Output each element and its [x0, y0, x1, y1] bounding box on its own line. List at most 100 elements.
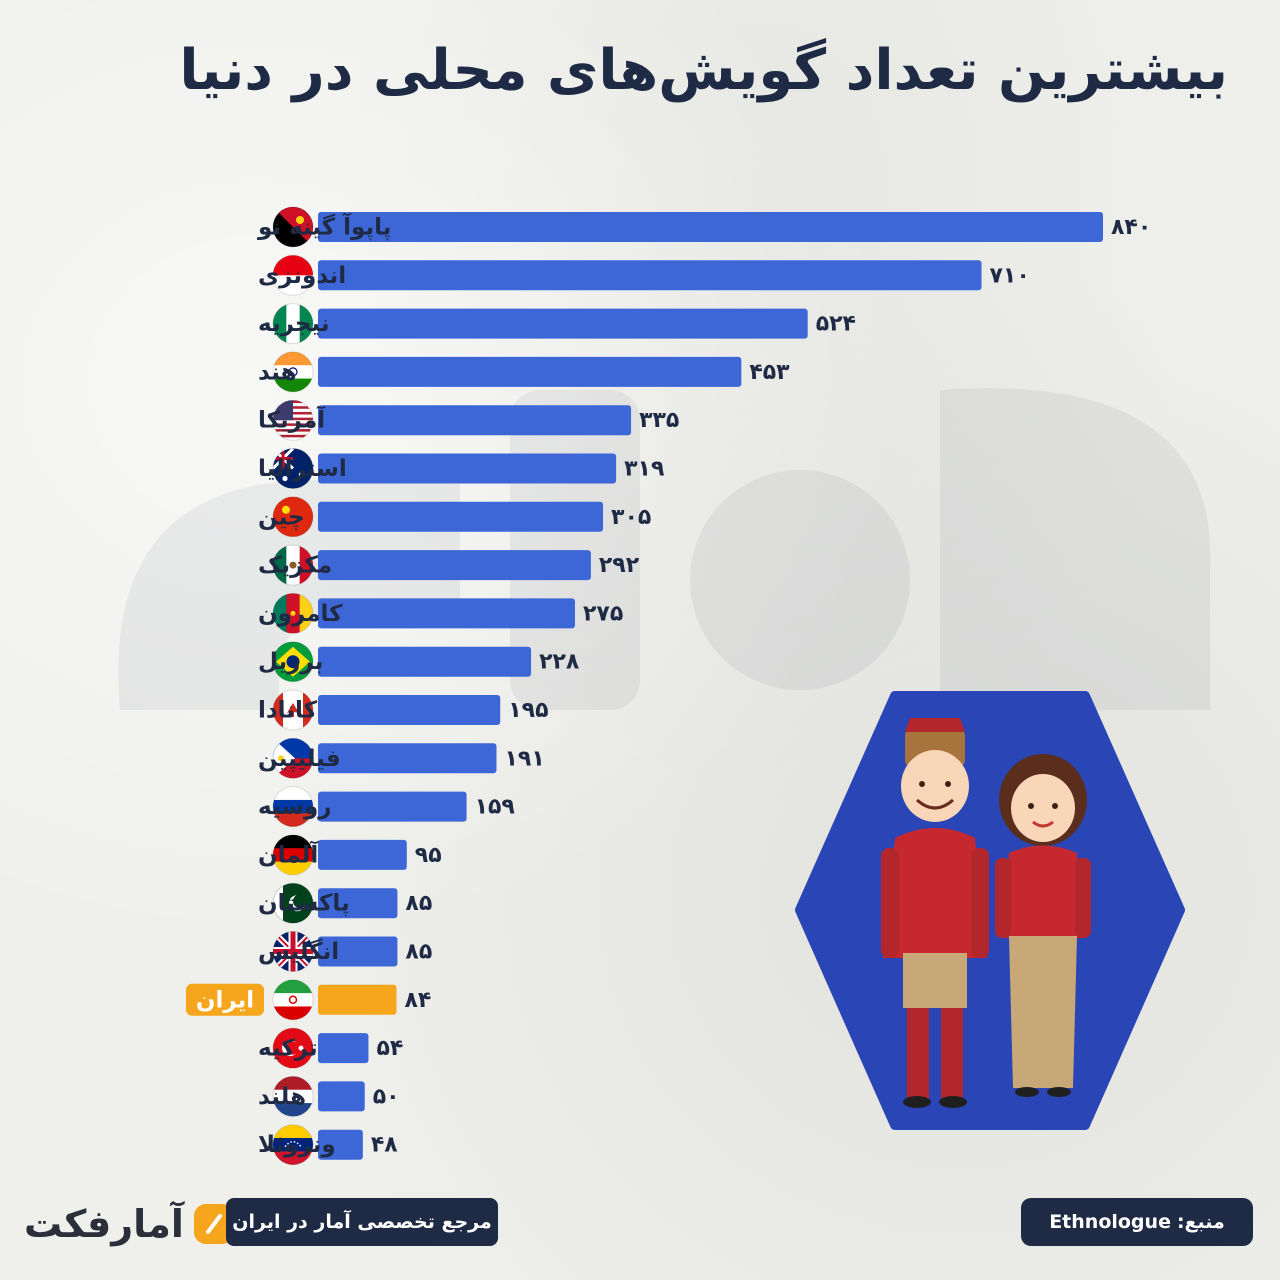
bar-value-label: ۳۱۹ — [624, 457, 664, 482]
bar-row: ۴۵۳ هند — [258, 351, 790, 393]
bar-value-label: ۴۸ — [371, 1133, 398, 1158]
bar-value-label: ۷۱۰ — [990, 263, 1030, 288]
source-name: Ethnologue — [1049, 1211, 1171, 1233]
bar-row: ۱۹۵ کانادا — [258, 689, 549, 731]
india-flag-icon — [272, 351, 314, 393]
canada-flag-icon — [272, 689, 314, 731]
bar-row: ۱۹۱ فیلیپین — [258, 737, 545, 779]
category-label: فیلیپین — [258, 746, 341, 772]
bar-row: ۳۱۹ استرالیا — [258, 448, 664, 489]
iran-flag-icon — [272, 979, 314, 1021]
category-label: آلمان — [258, 839, 319, 868]
bar-row: ۴۸ ونزوئلا — [258, 1124, 398, 1166]
bar — [318, 791, 467, 822]
brand-name: آمارفکت — [24, 1202, 184, 1246]
bar — [318, 1129, 363, 1160]
highlight-label-background — [186, 983, 264, 1016]
usa-flag-icon — [272, 399, 314, 441]
bar-row: ۸۴ ایران — [186, 979, 432, 1021]
category-label: ایران — [196, 987, 254, 1013]
category-label: استرالیا — [258, 456, 347, 482]
bar — [318, 695, 501, 725]
category-label: انگلیس — [258, 938, 339, 965]
bar-row: ۵۴ ترکیه — [258, 1027, 403, 1069]
bar — [318, 598, 575, 629]
russia-flag-icon — [272, 786, 314, 828]
source-label: منبع: — [1176, 1211, 1225, 1233]
bar-row: ۵۰ هلند — [258, 1075, 400, 1117]
pakistan-flag-icon — [272, 882, 314, 924]
category-label: چین — [258, 504, 305, 530]
source-badge: منبع: Ethnologue — [1021, 1198, 1253, 1246]
bar-value-label: ۱۹۵ — [508, 698, 548, 723]
category-label: کامرون — [258, 601, 343, 627]
category-label: روسیه — [258, 794, 332, 820]
philippines-flag-icon — [272, 737, 314, 779]
category-label: آمریکا — [258, 405, 326, 434]
category-label: هلند — [258, 1084, 306, 1110]
bar-value-label: ۳۰۵ — [611, 505, 651, 530]
traditional-couple-illustration — [795, 691, 1185, 1130]
bar-row: ۹۵ آلمان — [258, 834, 442, 876]
bar-value-label: ۹۵ — [415, 843, 442, 868]
bar-row: ۲۲۸ برزیل — [258, 641, 580, 683]
category-label: مکزیک — [258, 553, 332, 579]
bar — [318, 743, 497, 774]
category-label: پاکستان — [258, 891, 350, 917]
category-label: اندونزی — [258, 263, 346, 289]
bar-value-label: ۱۵۹ — [475, 795, 515, 820]
category-label: پاپوآ گینه نو — [257, 212, 391, 241]
bar-value-label: ۱۹۱ — [504, 746, 544, 771]
bar — [318, 984, 397, 1015]
bar-value-label: ۵۴ — [376, 1036, 403, 1061]
bar — [318, 646, 532, 677]
bar-value-label: ۲۹۲ — [599, 553, 640, 578]
bar-row: ۸۵ انگلیس — [258, 931, 432, 972]
bar-value-label: ۳۳۵ — [639, 408, 679, 433]
bar-value-label: ۸۵ — [405, 940, 432, 965]
bar-value-label: ۸۴ — [405, 988, 432, 1013]
bar — [318, 550, 591, 581]
bar-row: ۸۴۰ پاپوآ گینه نو — [257, 206, 1151, 248]
reference-badge: مرجع تخصصی آمار در ایران — [226, 1198, 498, 1246]
bar-row: ۲۹۲ مکزیک — [258, 544, 640, 586]
bar — [318, 356, 742, 387]
bar-row: ۳۳۵ آمریکا — [258, 399, 679, 441]
cameroon-flag-icon — [272, 592, 314, 634]
australia-flag-icon — [272, 448, 314, 489]
bar — [318, 839, 407, 870]
germany-flag-icon — [272, 834, 314, 876]
category-label: هند — [258, 359, 297, 385]
netherlands-flag-icon — [272, 1075, 314, 1117]
category-label: برزیل — [258, 649, 323, 675]
bar — [318, 501, 604, 532]
bar-value-label: ۴۵۳ — [749, 360, 790, 385]
bar-row: ۳۰۵ چین — [258, 496, 651, 538]
indonesia-flag-icon — [272, 254, 314, 296]
uk-flag-icon — [272, 931, 314, 972]
reference-text: مرجع تخصصی آمار در ایران — [232, 1211, 492, 1233]
bar — [318, 308, 808, 339]
brand-logo: آمارفکت — [24, 1196, 234, 1252]
brazil-flag-icon — [272, 641, 314, 683]
bar-value-label: ۸۴۰ — [1111, 215, 1151, 240]
category-label: ترکیه — [258, 1036, 318, 1062]
category-label: کانادا — [258, 698, 318, 724]
mexico-flag-icon — [272, 544, 314, 586]
bar — [318, 936, 398, 967]
china-flag-icon — [272, 496, 314, 538]
bar-row: ۸۵ پاکستان — [258, 882, 432, 924]
bar-row: ۵۲۴ نیجریه — [258, 303, 856, 345]
bar-value-label: ۵۲۴ — [816, 312, 856, 337]
bar-row: ۷۱۰ اندونزی — [258, 254, 1030, 296]
bar — [318, 405, 632, 436]
bar — [318, 1033, 369, 1064]
bar — [318, 260, 982, 291]
bar — [318, 1081, 365, 1112]
man-figure-icon — [881, 718, 989, 1108]
bar-value-label: ۸۵ — [405, 891, 432, 916]
bar — [318, 888, 398, 919]
venezuela-flag-icon — [272, 1124, 314, 1166]
chart-title: بیشترین تعداد گویش‌های محلی در دنیا — [179, 38, 1228, 103]
